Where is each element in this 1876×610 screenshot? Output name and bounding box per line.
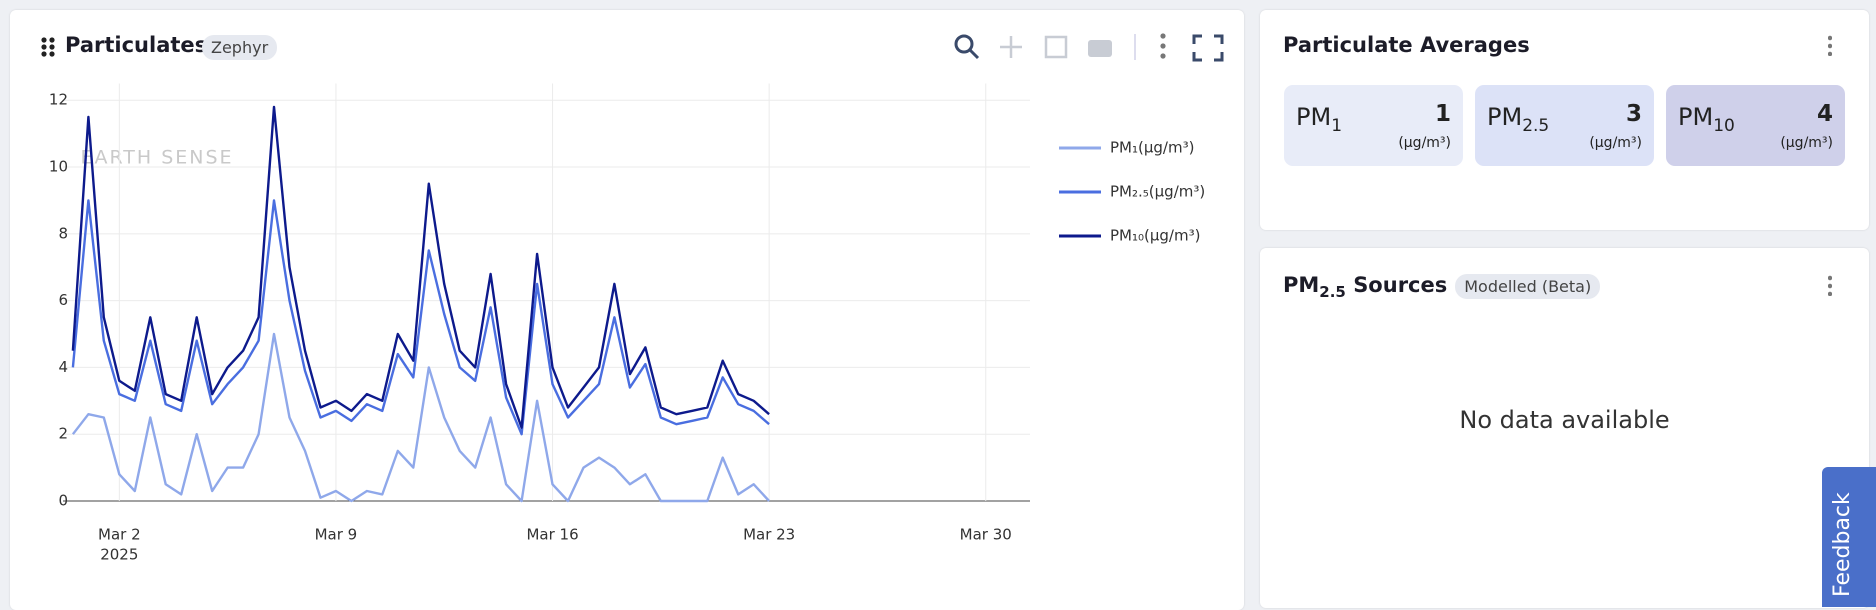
feedback-tab[interactable]: Feedback bbox=[1822, 467, 1876, 607]
empty-message: No data available bbox=[1459, 406, 1670, 434]
y-tick-label: 4 bbox=[58, 358, 68, 376]
device-badge: Zephyr bbox=[202, 35, 278, 60]
particulates-panel bbox=[10, 10, 1244, 610]
y-tick-label: 6 bbox=[58, 291, 68, 309]
sources-title-pm: PM bbox=[1283, 273, 1320, 297]
card-value: 4 bbox=[1816, 101, 1833, 127]
panel-title: Particulates bbox=[65, 33, 207, 57]
legend-label: PM₁₀(μg/m³) bbox=[1110, 227, 1200, 245]
x-tick-label: Mar 23 bbox=[743, 526, 795, 544]
sources-title-sub: 2.5 bbox=[1319, 283, 1346, 302]
y-tick-label: 8 bbox=[58, 224, 68, 242]
y-tick-label: 0 bbox=[58, 492, 68, 510]
menu-icon[interactable] bbox=[1828, 34, 1832, 56]
sources-title: PM2.5 Sources Modelled (Beta) bbox=[1283, 273, 1601, 302]
menu-icon[interactable] bbox=[1828, 274, 1832, 296]
card-label: PM10 bbox=[1678, 103, 1735, 136]
average-card: PM2.5 3 (μg/m³) bbox=[1475, 85, 1654, 166]
series-line bbox=[71, 199, 770, 436]
x-year-label: 2025 bbox=[100, 546, 138, 564]
average-card: PM1 1 (μg/m³) bbox=[1284, 85, 1463, 166]
chart: EARTH SENSE Particulates 0 2 4 6 8 10 12 Mar 2 2… bbox=[41, 33, 1224, 564]
menu-icon[interactable] bbox=[1160, 33, 1166, 59]
autoscale-icon[interactable] bbox=[1044, 35, 1068, 59]
drag-handle[interactable] bbox=[41, 37, 55, 57]
series-line bbox=[71, 332, 770, 503]
card-unit: (μg/m³) bbox=[1589, 135, 1642, 151]
card-label: PM2.5 bbox=[1487, 103, 1549, 136]
series-line bbox=[71, 105, 770, 429]
x-tick-label: Mar 2 bbox=[98, 526, 141, 544]
card-pm: PM bbox=[1487, 103, 1523, 131]
page: EARTH SENSE Particulates 0 2 4 6 8 10 12 Mar 2 2… bbox=[10, 10, 1876, 610]
card-pm: PM bbox=[1678, 103, 1714, 131]
card-sub: 1 bbox=[1331, 115, 1343, 136]
x-tick-label: Mar 30 bbox=[960, 526, 1012, 544]
pan-icon[interactable] bbox=[1000, 36, 1022, 58]
card-unit: (μg/m³) bbox=[1398, 135, 1451, 151]
y-tick-label: 10 bbox=[49, 158, 68, 176]
average-card: PM10 4 (μg/m³) bbox=[1666, 85, 1845, 166]
sources-panel bbox=[1260, 248, 1869, 608]
card-sub: 10 bbox=[1713, 115, 1735, 136]
card-value: 1 bbox=[1434, 101, 1451, 127]
card-pm: PM bbox=[1296, 103, 1332, 131]
card-label: PM1 bbox=[1296, 103, 1342, 136]
card-sub: 2.5 bbox=[1522, 115, 1550, 136]
fullscreen-icon[interactable] bbox=[1192, 34, 1224, 62]
zoom-icon[interactable] bbox=[954, 34, 980, 60]
camera-icon[interactable] bbox=[1088, 40, 1112, 57]
legend-label: PM₁(μg/m³) bbox=[1110, 139, 1194, 157]
sources-title-rest: Sources bbox=[1353, 273, 1448, 297]
averages-title: Particulate Averages bbox=[1283, 33, 1530, 57]
y-tick-label: 12 bbox=[49, 91, 68, 109]
card-unit: (μg/m³) bbox=[1780, 135, 1833, 151]
legend-label: PM₂.₅(μg/m³) bbox=[1110, 183, 1205, 201]
sources-badge: Modelled (Beta) bbox=[1455, 273, 1601, 299]
feedback-label[interactable]: Feedback bbox=[1830, 492, 1855, 597]
watermark: EARTH SENSE bbox=[80, 147, 233, 169]
card-value: 3 bbox=[1625, 101, 1642, 127]
x-tick-label: Mar 9 bbox=[315, 526, 358, 544]
x-tick-label: Mar 16 bbox=[526, 526, 578, 544]
y-tick-label: 2 bbox=[58, 425, 68, 443]
